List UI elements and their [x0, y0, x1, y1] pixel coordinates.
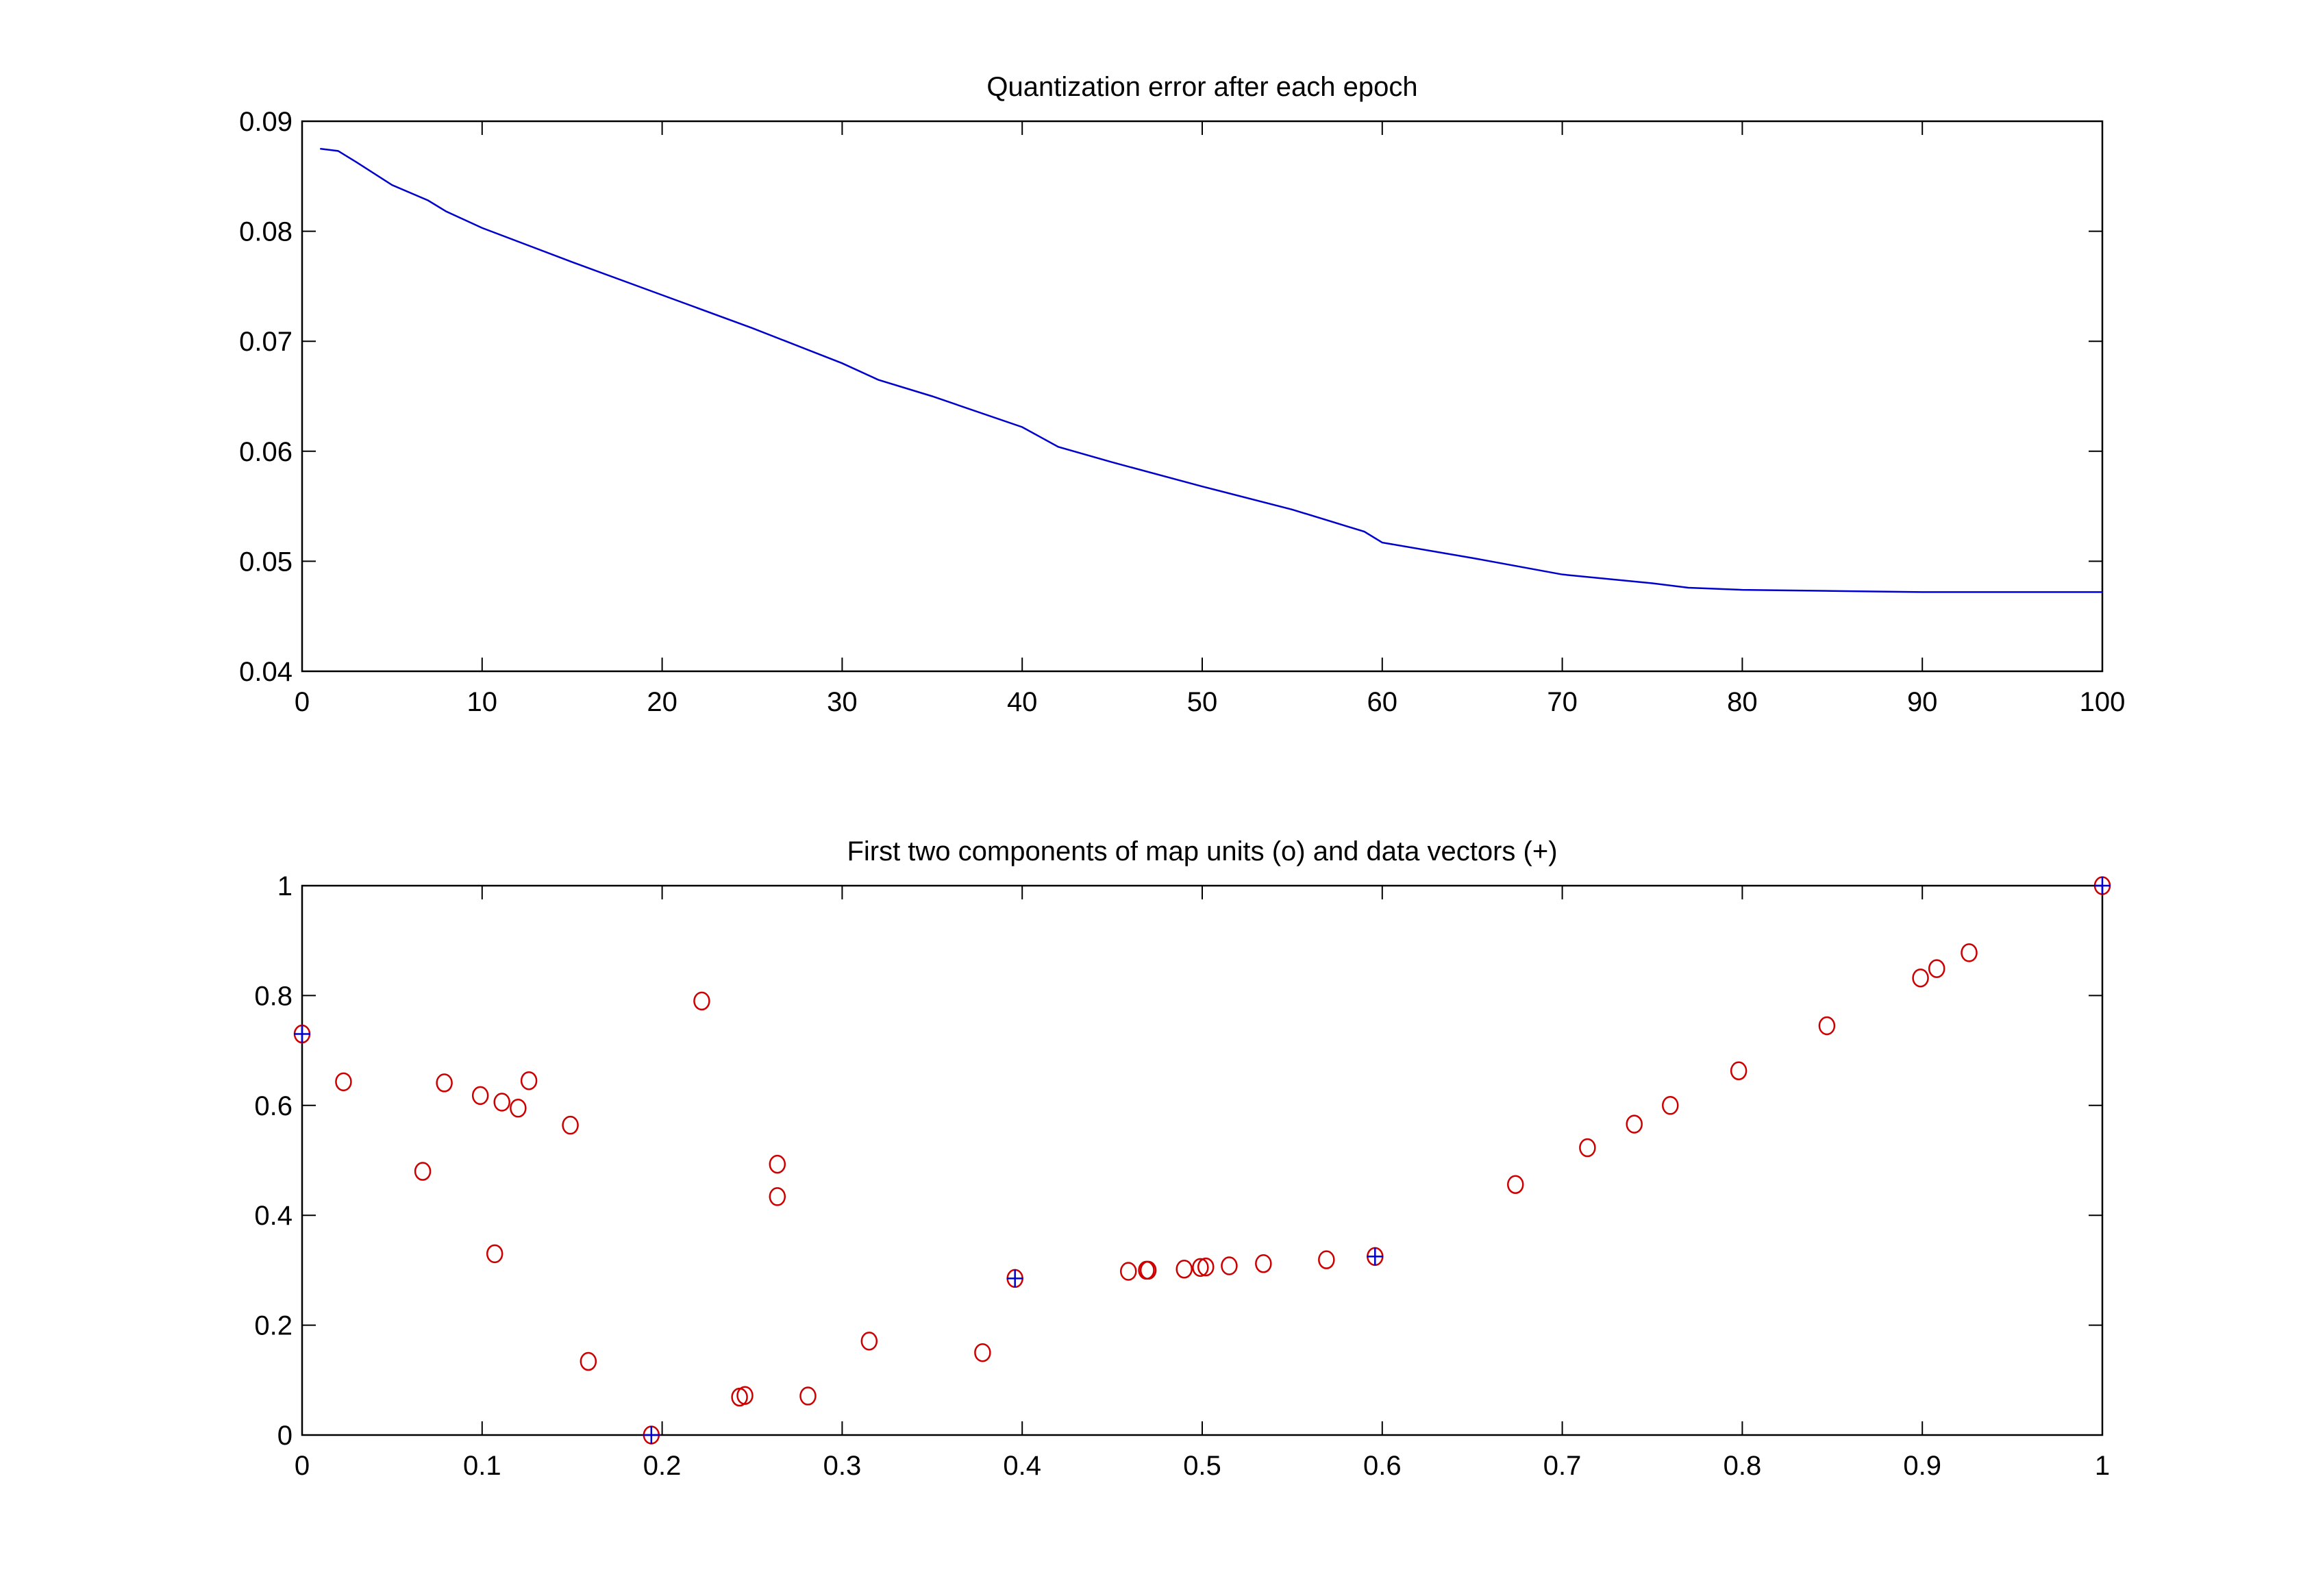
x-tick-label: 20: [647, 687, 677, 717]
map-units-scatter-axes: First two components of map units (o) an…: [254, 836, 2111, 1481]
y-tick-label: 0.04: [239, 657, 293, 687]
map-unit-marker: [860, 1332, 878, 1351]
data-vector-marker: [1006, 1269, 1023, 1288]
data-vector-marker: [2094, 877, 2111, 895]
map-unit-marker: [736, 1386, 754, 1406]
map-unit-marker: [414, 1162, 432, 1181]
map-unit-marker: [693, 991, 710, 1011]
y-tick-label: 0.09: [239, 107, 293, 137]
map-unit-marker: [1507, 1175, 1524, 1195]
x-tick-label: 50: [1187, 687, 1218, 717]
map-unit-marker: [769, 1154, 786, 1174]
map-unit-marker: [1318, 1250, 1335, 1269]
map-unit-marker: [1139, 1260, 1157, 1280]
map-unit-marker: [1912, 968, 1929, 988]
y-tick-label: 1: [277, 871, 293, 901]
map-unit-marker: [436, 1073, 453, 1093]
error-curve-line: [320, 147, 2102, 593]
map-unit-marker: [1579, 1138, 1596, 1158]
x-tick-label: 0.4: [1003, 1451, 1041, 1481]
x-tick-label: 100: [2080, 687, 2126, 717]
map-unit-marker: [486, 1244, 503, 1264]
x-tick-label: 70: [1547, 687, 1578, 717]
x-tick-label: 30: [827, 687, 858, 717]
y-tick-label: 0.4: [254, 1201, 293, 1231]
y-tick-label: 0.08: [239, 217, 293, 247]
quantization-error-axes: Quantization error after each epoch 0 10 2…: [239, 72, 2125, 717]
map-unit-marker: [520, 1071, 538, 1090]
axes-frame: [301, 884, 2104, 1436]
x-tick-label: 90: [1907, 687, 1938, 717]
map-unit-marker: [493, 1093, 510, 1112]
map-unit-marker: [1120, 1262, 1137, 1281]
x-tick-label: 0.5: [1183, 1451, 1221, 1481]
x-tick-label: 60: [1367, 687, 1398, 717]
data-vector-marker: [643, 1426, 660, 1444]
x-tick-label: 0: [295, 687, 310, 717]
chart-title: Quantization error after each epoch: [986, 72, 1417, 102]
map-unit-marker: [974, 1343, 991, 1362]
chart-title: First two components of map units (o) an…: [847, 836, 1557, 866]
y-tick-label: 0.2: [254, 1311, 293, 1341]
y-tick-label: 0.07: [239, 327, 293, 357]
x-tick-label: 40: [1007, 687, 1038, 717]
x-tick-label: 0.6: [1363, 1451, 1402, 1481]
x-tick-label: 0.3: [823, 1451, 862, 1481]
map-unit-marker: [731, 1387, 748, 1407]
map-unit-marker: [769, 1187, 786, 1206]
map-unit-marker: [1961, 943, 1978, 962]
x-tick-label: 0.7: [1543, 1451, 1582, 1481]
map-unit-marker: [1197, 1257, 1215, 1277]
map-unit-marker: [471, 1086, 489, 1106]
map-unit-marker: [562, 1115, 579, 1135]
data-vector-marker: [294, 1025, 310, 1043]
map-unit-marker: [1662, 1096, 1679, 1115]
y-tick-label: 0.06: [239, 437, 293, 467]
map-unit-marker: [1192, 1258, 1209, 1277]
map-unit-marker: [1221, 1256, 1238, 1275]
map-unit-marker: [1928, 959, 1945, 978]
y-tick-label: 0.05: [239, 547, 293, 577]
map-unit-marker: [1730, 1061, 1747, 1081]
map-unit-marker: [799, 1386, 817, 1406]
map-unit-marker: [1626, 1114, 1643, 1134]
y-tick-label: 0: [277, 1421, 293, 1451]
x-tick-label: 0: [295, 1451, 310, 1481]
x-tick-label: 80: [1727, 687, 1758, 717]
x-tick-label: 10: [467, 687, 498, 717]
x-tick-label: 0.1: [463, 1451, 501, 1481]
y-tick-label: 0.6: [254, 1091, 293, 1121]
map-unit-marker: [580, 1351, 597, 1371]
data-vector-marker: [1367, 1247, 1384, 1266]
map-unit-marker: [1255, 1254, 1272, 1273]
x-tick-label: 0.2: [643, 1451, 682, 1481]
axes-frame: [301, 120, 2104, 673]
map-unit-marker: [510, 1099, 527, 1118]
map-unit-marker: [1818, 1016, 1836, 1036]
x-tick-label: 0.9: [1903, 1451, 1941, 1481]
map-unit-marker: [1176, 1260, 1193, 1279]
map-unit-marker: [335, 1072, 352, 1092]
y-tick-label: 0.8: [254, 981, 293, 1011]
x-tick-label: 0.8: [1724, 1451, 1762, 1481]
x-tick-label: 1: [2095, 1451, 2110, 1481]
